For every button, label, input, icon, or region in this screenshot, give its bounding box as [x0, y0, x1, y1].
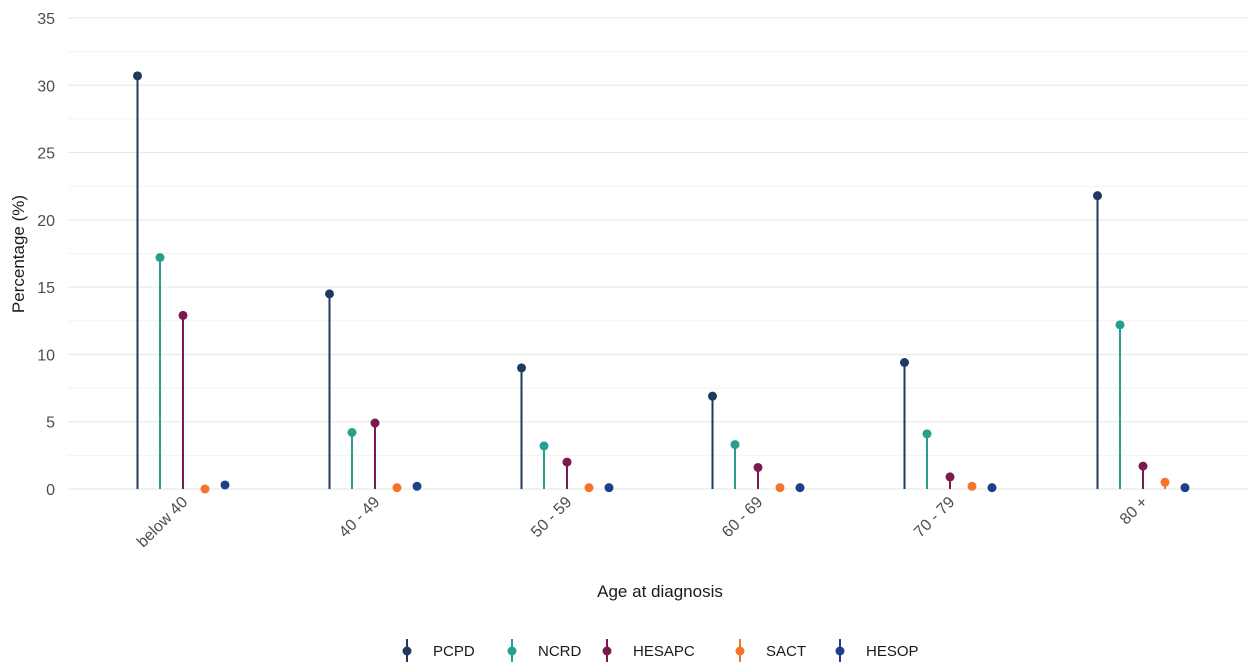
series-ncrd: [155, 253, 1125, 489]
series-hesop: [220, 480, 1190, 493]
legend-key-point: [735, 646, 745, 656]
lollipop-point: [539, 441, 549, 451]
y-axis-title: Percentage (%): [9, 195, 28, 313]
x-tick-label: 40 - 49: [336, 494, 383, 541]
lollipop-point: [133, 71, 142, 81]
lollipop-point: [1093, 191, 1102, 201]
series-hesapc: [178, 310, 1148, 489]
x-axis-ticks: below 40 40 - 49 50 - 59 60 - 69 70 - 79 80 +: [134, 494, 1151, 551]
legend-label: PCPD: [433, 643, 475, 660]
x-tick-label: 50 - 59: [528, 494, 575, 541]
x-tick-label: 70 - 79: [911, 494, 958, 541]
legend-item: SACT: [735, 639, 806, 662]
lollipop-point: [200, 484, 210, 494]
legend-item: NCRD: [507, 639, 581, 662]
lollipop-point: [1180, 483, 1190, 493]
legend-key-point: [602, 646, 612, 656]
lollipop-point: [967, 481, 977, 491]
legend: PCPD NCRD HESAPC SACT HESOP: [402, 639, 919, 662]
lollipop-point: [517, 363, 526, 373]
legend-item: HESOP: [835, 639, 919, 662]
lollipop-point: [708, 391, 717, 401]
lollipop-point: [753, 462, 763, 472]
lollipop-point: [775, 483, 785, 493]
y-tick-label: 0: [46, 482, 55, 499]
x-tick-label: below 40: [134, 494, 191, 551]
y-tick-label: 35: [37, 11, 55, 28]
legend-label: NCRD: [538, 643, 581, 660]
y-tick-label: 15: [37, 280, 55, 297]
lollipop-point: [178, 310, 188, 320]
x-tick-label: 60 - 69: [719, 494, 766, 541]
legend-label: SACT: [766, 643, 806, 660]
lollipop-point: [730, 440, 740, 450]
lollipop-point: [562, 457, 572, 467]
y-tick-label: 10: [37, 347, 55, 364]
lollipop-point: [412, 481, 422, 491]
legend-key-point: [402, 646, 412, 656]
lollipop-point: [987, 483, 997, 493]
gridlines: [68, 17, 1249, 490]
lollipop-point: [922, 429, 932, 439]
lollipop-point: [1138, 461, 1148, 471]
y-axis-ticks: 0 5 10 15 20 25 30 35: [37, 11, 55, 499]
lollipop-point: [325, 289, 334, 299]
series-sact: [200, 477, 1170, 494]
lollipop-point: [900, 358, 909, 368]
legend-key-point: [835, 646, 845, 656]
lollipop-point: [370, 418, 380, 428]
legend-key-point: [507, 646, 517, 656]
lollipop-point: [1160, 477, 1170, 487]
x-tick-label: 80 +: [1117, 494, 1151, 528]
lollipop-point: [945, 472, 955, 482]
lollipop-point: [347, 427, 357, 437]
legend-label: HESAPC: [633, 643, 695, 660]
lollipop-point: [1115, 320, 1125, 330]
y-tick-label: 5: [46, 415, 55, 432]
lollipop-point: [220, 480, 230, 490]
lollipop-point: [155, 253, 165, 263]
lollipop-point: [584, 483, 594, 493]
legend-label: HESOP: [866, 643, 919, 660]
y-tick-label: 20: [37, 213, 55, 230]
legend-item: HESAPC: [602, 639, 695, 662]
x-axis-title: Age at diagnosis: [597, 582, 723, 601]
lollipop-point: [795, 483, 805, 493]
y-tick-label: 30: [37, 78, 55, 95]
lollipop-point: [604, 483, 614, 493]
series-pcpd: [133, 71, 1102, 489]
lollipop-point: [392, 483, 402, 493]
y-tick-label: 25: [37, 146, 55, 163]
legend-item: PCPD: [402, 639, 475, 662]
data-marks: [133, 71, 1190, 494]
